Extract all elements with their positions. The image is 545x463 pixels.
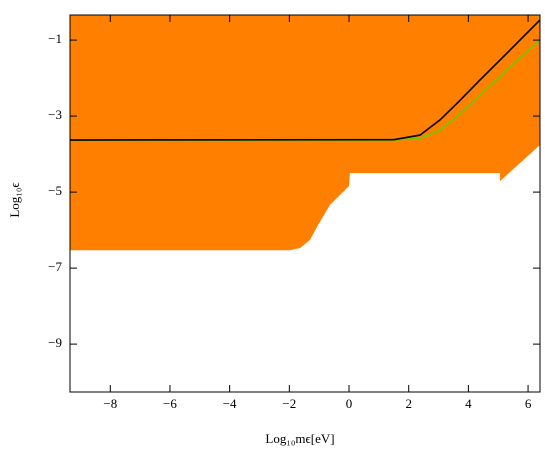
x-tick-label: −4 [223,396,237,411]
x-tick-label: 4 [465,396,472,411]
x-tick-label: 6 [525,396,532,411]
y-tick-label: −3 [48,107,62,122]
x-tick-label: −2 [282,396,296,411]
curve [69,19,541,141]
x-tick-label: −6 [163,396,177,411]
y-tick-label: −7 [48,259,62,274]
y-tick-label: −5 [48,183,62,198]
x-axis-label: Log₁₀mϵ[eV] [265,431,334,446]
x-tick-label: 0 [346,396,353,411]
y-axis-label: Log₁₀ϵ [7,182,22,217]
curve [70,39,541,141]
x-tick-label: −8 [103,396,117,411]
y-tick-label: −9 [48,335,62,350]
excluded-region [70,15,540,251]
y-tick-label: −1 [48,31,62,46]
x-tick-label: 2 [405,396,412,411]
plot-frame [69,14,541,393]
